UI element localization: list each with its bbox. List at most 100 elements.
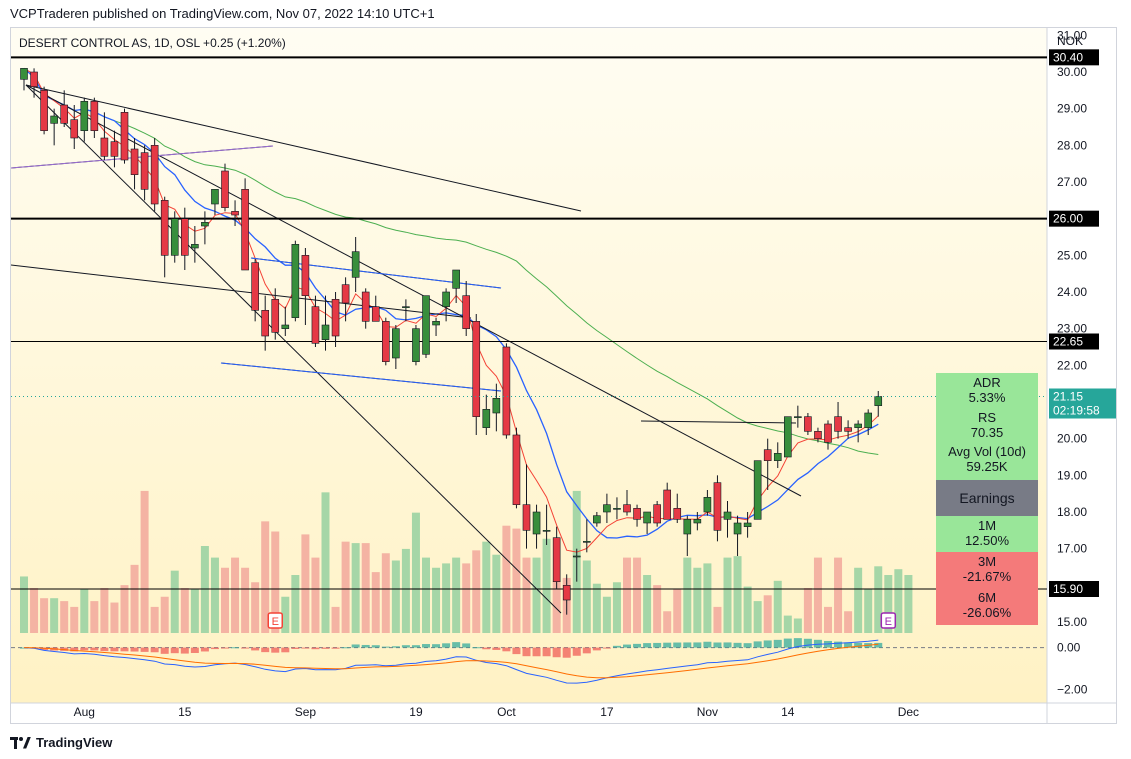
histogram-bar (683, 642, 692, 648)
candle-body (20, 68, 28, 80)
candle-body (703, 497, 712, 513)
volume-bar (532, 557, 541, 633)
volume-bar (633, 557, 642, 633)
histogram-bar (231, 647, 240, 649)
y-tick-label: 15.00 (1057, 615, 1087, 629)
ratings-label: 6M (978, 590, 996, 605)
volume-bar (442, 563, 451, 633)
histogram-bar (422, 644, 430, 648)
volume-bar (50, 598, 59, 633)
x-tick-label: Dec (898, 705, 919, 719)
histogram-bar (140, 647, 149, 652)
histogram-bar (703, 641, 712, 648)
ratings-label: RS (978, 410, 996, 425)
candle-body (814, 431, 822, 439)
candle-body (341, 284, 350, 304)
histogram-bar (854, 642, 863, 648)
histogram-bar (200, 647, 209, 652)
volume-bar (422, 557, 430, 633)
candle-body (160, 200, 169, 256)
histogram-bar (803, 638, 812, 648)
volume-bar (713, 606, 722, 633)
histogram-bar (100, 647, 109, 652)
candle-body (402, 306, 410, 308)
candle-body (723, 511, 732, 520)
candle-body (291, 244, 300, 318)
earnings-marker-label: E (885, 616, 892, 628)
volume-bar (361, 543, 370, 633)
volume-bar (813, 557, 822, 633)
volume-bar (100, 588, 109, 633)
volume-bar (844, 611, 853, 633)
bar-countdown-label: 02:19:58 (1053, 404, 1100, 418)
earnings-marker-box (880, 612, 897, 629)
volume-bar (281, 596, 290, 633)
candle-body (683, 519, 692, 535)
volume-bar (592, 583, 601, 633)
histogram-bar (653, 642, 662, 648)
candle-body (422, 295, 430, 355)
level-price-label: 30.40 (1053, 50, 1083, 64)
candle-body (150, 145, 159, 205)
histogram-bar (321, 647, 330, 649)
earnings-marker-box (267, 612, 283, 629)
volume-bar (894, 569, 903, 633)
volume-bar (391, 560, 400, 633)
candle-body (753, 460, 762, 520)
histogram-bar (602, 647, 611, 649)
histogram-bar (411, 645, 420, 648)
candle-body (603, 504, 611, 513)
volume-bar (663, 611, 672, 633)
candle-body (562, 585, 571, 601)
histogram-bar (190, 647, 199, 653)
candle-body (854, 423, 862, 428)
volume-bar (542, 538, 551, 633)
candle-body (482, 409, 491, 428)
histogram-bar (813, 639, 822, 648)
candle-body (412, 328, 420, 362)
histogram-bar (763, 640, 772, 648)
x-tick-label: Aug (74, 705, 95, 719)
ratings-cell (936, 552, 1038, 588)
histogram-bar (562, 647, 571, 658)
volume-bar (643, 575, 652, 633)
volume-bar (834, 557, 843, 633)
candle-body (361, 291, 370, 322)
volume-bar (683, 557, 692, 633)
volume-bar (381, 553, 390, 633)
earnings-marker: E (880, 612, 897, 629)
volume-bar (884, 575, 893, 633)
volume-bar (90, 601, 99, 633)
histogram-bar (612, 645, 621, 648)
oscillator-tick-label: −2.00 (1057, 683, 1088, 697)
ratings-label: 3M (978, 554, 996, 569)
ratings-cell (936, 516, 1038, 552)
level-price-tag (1049, 210, 1099, 227)
histogram-bar (120, 647, 129, 652)
volume-bar (401, 548, 410, 633)
volume-bar (411, 512, 420, 633)
trendline (25, 84, 562, 614)
candle-body (623, 504, 631, 513)
histogram-bar (643, 643, 652, 648)
volume-bar (432, 567, 441, 633)
volume-bar (904, 575, 913, 633)
tradingview-footer[interactable]: TradingView (10, 735, 112, 750)
volume-bar (251, 582, 260, 633)
candle-body (140, 152, 149, 190)
histogram-bar (773, 639, 782, 648)
ratings-value: 59.25K (966, 459, 1008, 474)
candle-body (693, 519, 702, 524)
earnings-marker: E (267, 612, 283, 629)
histogram-bar (512, 647, 521, 655)
candle-body (331, 299, 340, 337)
candle-body (381, 321, 390, 362)
histogram-bar (331, 647, 340, 649)
candle-body (311, 306, 320, 344)
ratings-value: 5.33% (969, 390, 1006, 405)
volume-bar (693, 567, 702, 633)
volume-bar (180, 588, 189, 633)
candle-body (763, 449, 772, 461)
